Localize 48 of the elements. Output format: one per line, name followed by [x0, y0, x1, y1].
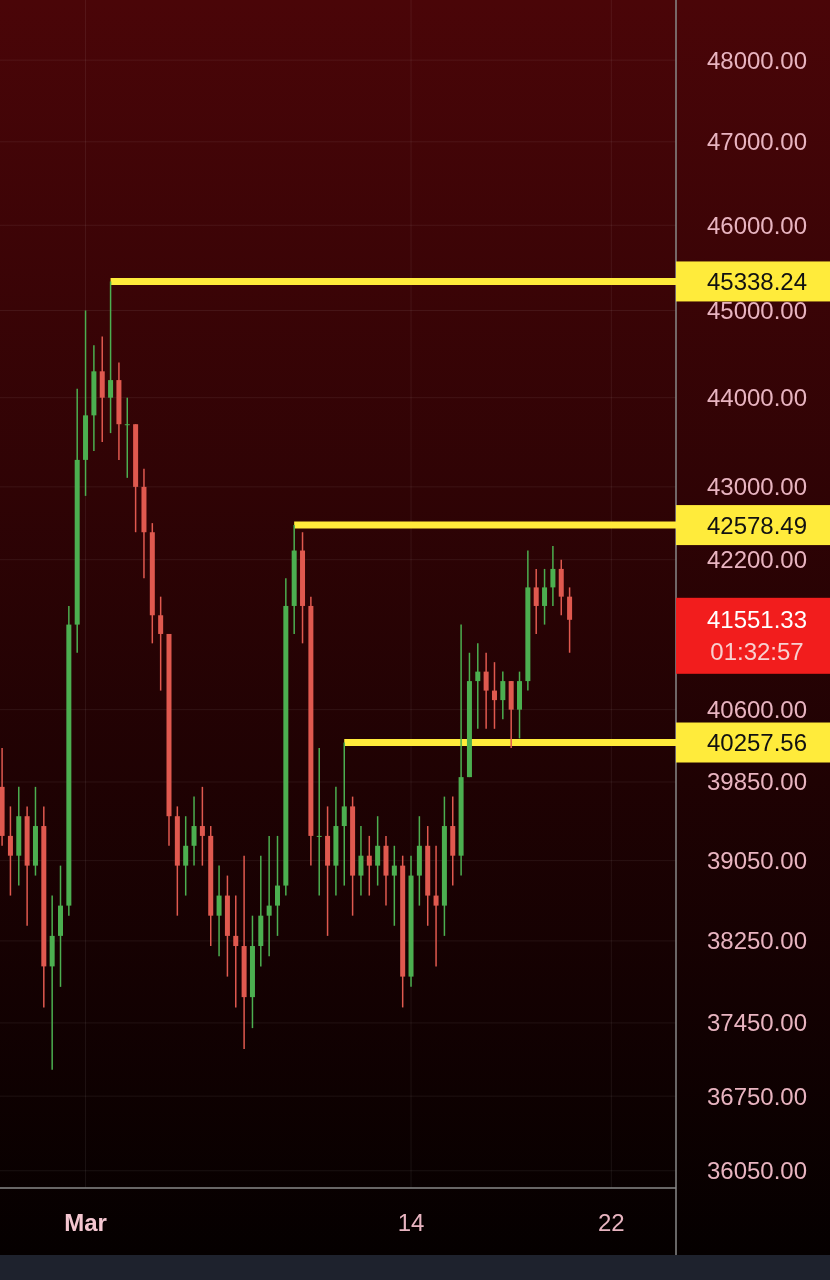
ref-line-label: 40257.56: [706, 729, 808, 757]
candlestick: [233, 894, 239, 1009]
y-tick-label: 42200.00: [706, 546, 808, 574]
y-tick-label: 44000.00: [706, 384, 808, 412]
candlestick: [542, 568, 548, 626]
y-tick-label: 39850.00: [706, 768, 808, 796]
y-tick-label: 37450.00: [706, 1009, 808, 1037]
y-tick-label: 43000.00: [706, 473, 808, 501]
candlestick: [216, 864, 222, 957]
y-tick-label: 45000.00: [706, 297, 808, 324]
y-tick-label: 40600.00: [706, 696, 808, 724]
y-tick-label: 46000.00: [706, 211, 808, 239]
candlestick: [533, 568, 539, 635]
candlestick: [475, 642, 481, 730]
x-tick-label: Mar: [64, 1208, 107, 1236]
x-tick-label: 14: [397, 1208, 425, 1236]
candlestick: [7, 805, 13, 897]
candlestick: [500, 670, 506, 720]
candlestick: [191, 795, 197, 867]
candlestick: [108, 280, 114, 434]
candlestick: [199, 786, 205, 867]
candlestick: [158, 595, 164, 692]
candlestick: [550, 545, 556, 607]
candlestick: [366, 835, 372, 897]
candlestick: [433, 845, 439, 968]
candlestick: [391, 845, 397, 927]
y-tick-label: 47000.00: [706, 128, 808, 156]
text: 01:32:57: [710, 638, 804, 666]
candlestick: [567, 586, 573, 654]
ref-line-label: 42578.49: [706, 511, 808, 539]
text: 41551.33: [706, 606, 808, 634]
ref-line-label: 45338.24: [706, 267, 808, 295]
y-tick-label: 36050.00: [706, 1157, 808, 1185]
candlestick: [491, 661, 497, 730]
y-tick-label: 38250.00: [706, 927, 808, 955]
y-tick-label: 48000.00: [706, 46, 808, 74]
x-tick-label: 22: [597, 1208, 625, 1236]
candlestick: [375, 815, 381, 887]
candlestick: [483, 652, 489, 730]
candlestick: [274, 835, 280, 937]
candlestick: [124, 396, 130, 479]
candlestick: [358, 825, 364, 897]
candlestick: [316, 747, 322, 897]
candlestick: [183, 815, 189, 897]
candlestick: [266, 835, 272, 957]
y-tick-label: 39050.00: [706, 847, 808, 875]
candlestick: [341, 741, 347, 887]
y-tick-label: 36750.00: [706, 1082, 808, 1110]
